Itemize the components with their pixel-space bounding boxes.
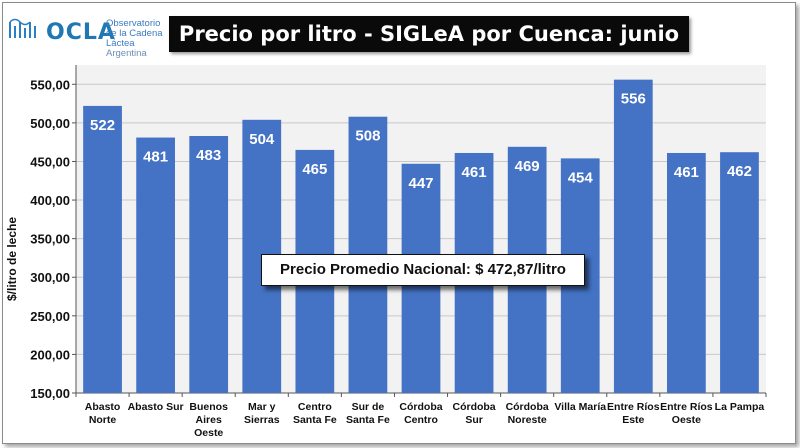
x-tick-label: Abasto Norte [85, 401, 121, 426]
logo-subtitle: Observatorio de la Cadena Láctea Argenti… [106, 19, 178, 59]
x-tick-label-line: Sierras [244, 414, 280, 426]
x-tick-label: Córdoba Sur [452, 401, 495, 426]
x-tick-label-line: Sur [465, 414, 483, 426]
y-tick-label: 300,00 [30, 270, 70, 285]
x-tick-label-line: Centro [404, 414, 438, 426]
logo-subtitle-line-1: Observatorio [106, 18, 161, 29]
data-label: 556 [621, 91, 646, 108]
x-tick-label-line: Abasto Sur [128, 401, 184, 413]
y-tick-label: 500,00 [30, 116, 70, 131]
x-tick-label-line: Córdoba [452, 401, 495, 413]
x-tick-label-line: Oeste [194, 427, 223, 439]
data-label: 481 [143, 149, 168, 166]
x-tick-label: Entre Ríos Este [607, 401, 660, 426]
data-label: 462 [727, 163, 752, 180]
x-tick-label: Entre Ríos Oeste [660, 401, 713, 426]
x-tick-label: La Pampa [715, 401, 765, 413]
x-tick-label-line: Oeste [672, 414, 701, 426]
x-tick-label-line: Este [622, 414, 644, 426]
x-tick-label-line: Noreste [508, 414, 547, 426]
x-tick-label-line: La Pampa [715, 401, 765, 413]
y-tick-label: 400,00 [30, 193, 70, 208]
bar [136, 137, 175, 393]
data-label: 461 [674, 164, 699, 181]
data-label: 465 [302, 161, 327, 178]
x-tick-label: Villa María [554, 401, 606, 413]
x-tick-label: Abasto Sur [128, 401, 184, 413]
logo-subtitle-line-3: Argentina [106, 48, 147, 59]
chart-title: Precio por litro - SIGLeA por Cuenca: ju… [169, 16, 689, 82]
x-tick-label-line: Sur de [352, 401, 385, 413]
logo-wordmark: OCLA [46, 20, 116, 45]
x-tick-label-line: Santa Fe [346, 414, 390, 426]
data-label: 483 [196, 147, 221, 164]
y-tick-label: 200,00 [30, 347, 70, 362]
data-label: 522 [90, 117, 115, 134]
data-label: 504 [249, 131, 275, 148]
bar [720, 152, 759, 393]
data-label: 447 [408, 175, 433, 192]
y-tick-label: 350,00 [30, 232, 70, 247]
bar [189, 136, 229, 393]
x-tick-label: Centro Santa Fe [293, 401, 337, 426]
x-tick-label-line: Norte [89, 414, 117, 426]
data-label: 461 [462, 164, 487, 181]
logo-subtitle-line-2: de la Cadena Láctea [106, 28, 163, 49]
y-tick-label: 450,00 [30, 154, 70, 169]
x-tick-label-line: Córdoba [399, 401, 442, 413]
x-tick-label-line: Abasto [85, 401, 121, 413]
data-label: 454 [568, 169, 594, 186]
y-axis-title: $/litro de leche [5, 217, 19, 301]
x-tick-label-line: Entre Ríos [607, 401, 660, 413]
x-tick-label-line: Aires [196, 414, 222, 426]
x-tick-label-line: Santa Fe [293, 414, 337, 426]
y-tick-label: 150,00 [30, 386, 70, 401]
ocla-logo: OCLA Observatorio de la Cadena Láctea Ar… [8, 12, 178, 59]
x-tick-label-line: Entre Ríos [660, 401, 713, 413]
ocla-wave-icon [9, 18, 36, 38]
x-tick-label: Buenos Aires Oeste [189, 401, 228, 439]
bar [613, 79, 653, 394]
x-tick-label: Córdoba Centro [399, 401, 442, 426]
y-tick-label: 250,00 [30, 309, 70, 324]
x-tick-label-line: Centro [298, 401, 332, 413]
x-tick-label-line: Villa María [554, 401, 606, 413]
x-tick-label-line: Buenos [189, 401, 228, 413]
x-tick-label-line: Córdoba [506, 401, 549, 413]
bar [667, 152, 706, 393]
data-label: 508 [355, 128, 380, 145]
x-tick-label: Sur de Santa Fe [346, 401, 390, 426]
y-tick-label: 550,00 [30, 77, 70, 92]
x-tick-label: Mar y Sierras [244, 401, 280, 426]
x-tick-label-line: Mar y [248, 401, 276, 413]
bar [83, 105, 122, 393]
data-label: 469 [515, 158, 540, 175]
x-tick-label: Córdoba Noreste [506, 401, 549, 426]
national-average-callout: Precio Promedio Nacional: $ 472,87/litro [261, 254, 585, 286]
